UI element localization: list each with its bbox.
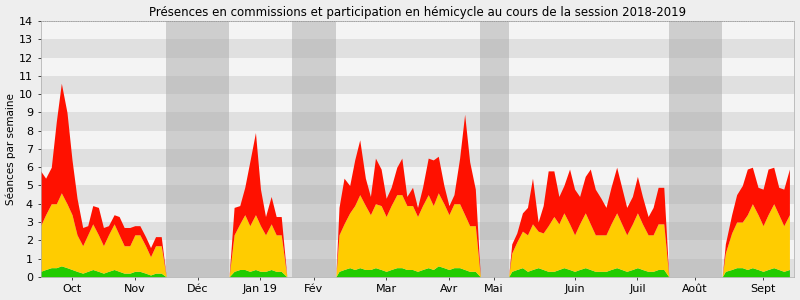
Bar [480,21,509,277]
Bar [41,3,794,21]
Bar [41,58,794,76]
Bar [41,240,794,259]
Bar [41,94,794,112]
Bar [41,112,794,131]
Bar [669,21,722,277]
Bar [41,222,794,240]
Bar [41,185,794,204]
Bar [41,259,794,277]
Bar [166,21,229,277]
Bar [41,21,794,39]
Title: Présences en commissions et participation en hémicycle au cours de la session 20: Présences en commissions et participatio… [149,6,686,19]
Bar [41,204,794,222]
Bar [41,76,794,94]
Bar [41,149,794,167]
Bar [292,21,336,277]
Bar [41,131,794,149]
Bar [41,167,794,185]
Bar [41,39,794,58]
Y-axis label: Séances par semaine: Séances par semaine [6,93,16,205]
